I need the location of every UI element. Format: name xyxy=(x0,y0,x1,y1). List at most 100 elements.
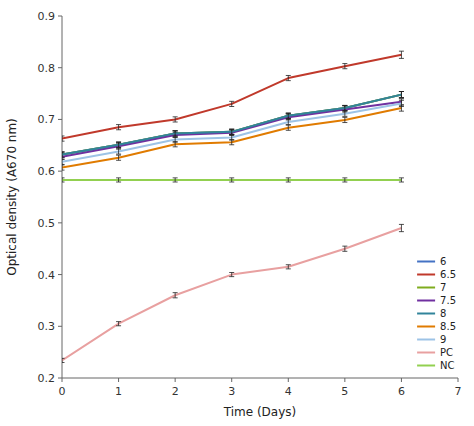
error-bar xyxy=(399,224,404,231)
legend-swatch xyxy=(417,287,435,289)
legend-swatch xyxy=(417,326,435,328)
error-bar xyxy=(62,178,65,182)
x-axis-line xyxy=(62,378,458,379)
error-bar xyxy=(286,265,291,269)
series xyxy=(62,51,404,141)
error-bar xyxy=(116,142,121,147)
error-bar xyxy=(62,159,65,164)
error-bar xyxy=(286,75,291,80)
plot-area xyxy=(62,51,404,362)
x-tick-label: 4 xyxy=(285,385,292,398)
legend-label: 7 xyxy=(440,282,446,293)
x-tick xyxy=(62,378,63,382)
series-line xyxy=(62,102,401,157)
y-tick-label: 0.6 xyxy=(38,165,56,178)
error-bar xyxy=(399,92,404,98)
x-tick-label: 3 xyxy=(228,385,235,398)
error-bar xyxy=(62,358,65,362)
series-line xyxy=(62,228,401,360)
error-bar xyxy=(173,131,178,136)
y-tick-label: 0.3 xyxy=(38,320,56,333)
error-bar xyxy=(173,137,178,142)
y-tick xyxy=(58,16,62,17)
y-tick xyxy=(58,171,62,172)
legend-label: NC xyxy=(440,360,454,371)
y-tick xyxy=(58,119,62,120)
y-tick xyxy=(58,326,62,327)
y-tick xyxy=(58,222,62,223)
legend-label: 7.5 xyxy=(440,295,456,306)
series xyxy=(62,92,404,158)
series xyxy=(62,100,404,164)
series xyxy=(62,92,404,158)
legend-label: 8 xyxy=(440,308,446,319)
y-axis-label: Optical density (A670 nm) xyxy=(5,118,19,276)
series-line xyxy=(62,95,401,155)
y-tick-label: 0.8 xyxy=(38,62,56,75)
x-tick xyxy=(288,378,289,382)
y-tick-label: 0.5 xyxy=(38,217,56,230)
legend-label: 6 xyxy=(440,256,446,267)
series-line xyxy=(62,55,401,139)
x-tick-label: 7 xyxy=(455,385,462,398)
series xyxy=(62,178,404,182)
y-axis-line xyxy=(62,16,63,378)
x-tick xyxy=(118,378,119,382)
legend: 66.577.588.59PCNC xyxy=(417,256,456,371)
error-bar xyxy=(286,125,291,130)
x-tick xyxy=(401,378,402,382)
error-bar xyxy=(342,178,347,182)
error-bar xyxy=(173,117,178,122)
legend-swatch xyxy=(417,300,435,302)
error-bar xyxy=(116,178,121,182)
series-line xyxy=(62,95,401,155)
error-bar xyxy=(399,100,404,106)
error-bar xyxy=(342,105,347,110)
error-bar xyxy=(62,165,65,170)
error-bar xyxy=(229,101,234,106)
error-bar xyxy=(286,113,291,118)
y-tick-label: 0.4 xyxy=(38,269,56,282)
error-bar xyxy=(229,178,234,182)
error-bar xyxy=(173,293,178,298)
series-line xyxy=(62,95,401,155)
x-tick-label: 5 xyxy=(341,385,348,398)
legend-swatch xyxy=(417,365,435,367)
series xyxy=(62,224,404,362)
error-bar xyxy=(229,135,234,140)
legend-label: 8.5 xyxy=(440,321,456,332)
error-bar xyxy=(116,149,121,154)
y-tick xyxy=(58,274,62,275)
x-tick xyxy=(175,378,176,382)
error-bar xyxy=(229,129,234,134)
error-bar xyxy=(342,246,347,251)
error-bar xyxy=(116,322,121,326)
error-bar xyxy=(342,117,347,122)
x-tick xyxy=(458,378,459,382)
legend-swatch xyxy=(417,339,435,341)
error-bar xyxy=(62,152,65,157)
x-tick-label: 1 xyxy=(115,385,122,398)
error-bar xyxy=(399,178,404,182)
x-tick-label: 2 xyxy=(172,385,179,398)
error-bar xyxy=(286,178,291,182)
error-bar xyxy=(286,119,291,124)
x-tick-label: 0 xyxy=(59,385,66,398)
y-tick xyxy=(58,67,62,68)
series-line xyxy=(62,108,401,167)
series xyxy=(62,99,404,160)
x-tick xyxy=(231,378,232,382)
error-bar xyxy=(342,111,347,116)
series-line xyxy=(62,103,401,161)
legend-swatch xyxy=(417,261,435,263)
series xyxy=(62,92,404,158)
chart: 012345670.20.30.40.50.60.70.80.9Time (Da… xyxy=(0,0,474,426)
x-tick xyxy=(344,378,345,382)
legend-swatch xyxy=(417,352,435,354)
legend-swatch xyxy=(417,274,435,276)
y-tick xyxy=(58,378,62,379)
legend-label: 9 xyxy=(440,334,446,345)
error-bar xyxy=(399,51,404,58)
y-tick-label: 0.7 xyxy=(38,113,56,126)
x-tick-label: 6 xyxy=(398,385,405,398)
